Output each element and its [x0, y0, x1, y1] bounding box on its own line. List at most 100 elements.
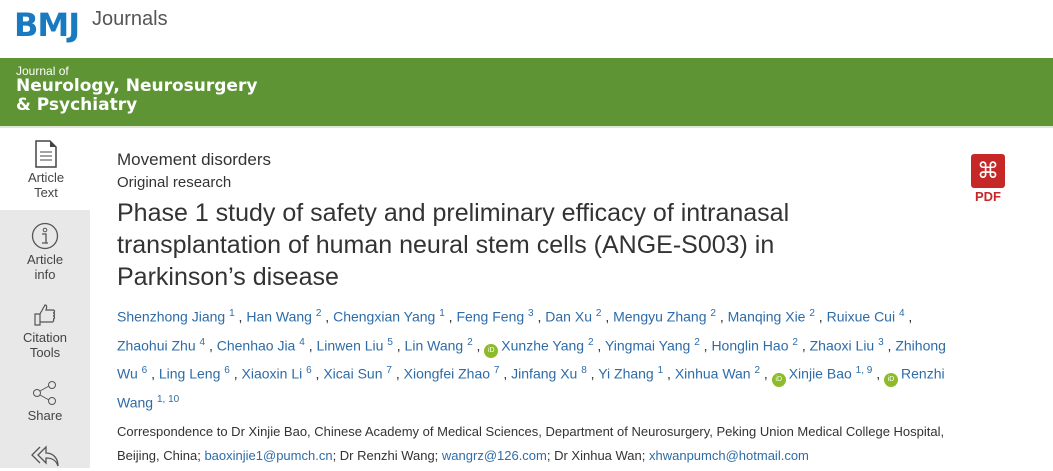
author-link[interactable]: Zhaoxi Liu [809, 337, 875, 354]
sidebar-item-citation-tools[interactable]: Citation Tools [0, 302, 90, 360]
separator: , [229, 365, 242, 382]
sidebar-label: Article [26, 252, 64, 267]
orcid-icon[interactable]: iD [484, 344, 499, 359]
correspondence-text: ; Dr Renzhi Wang; [332, 447, 442, 463]
sidebar-item-article-text[interactable]: Article Text [0, 130, 92, 210]
author-link[interactable]: Feng Feng [456, 308, 525, 325]
author-link[interactable]: Zhaohui Zhu [117, 337, 196, 354]
affiliation-ref[interactable]: 4 [299, 336, 305, 348]
separator: , [321, 308, 334, 325]
email-link[interactable]: xhwanpumch@hotmail.com [649, 447, 809, 463]
separator: , [699, 337, 712, 354]
separator: , [797, 337, 810, 354]
separator: , [593, 337, 605, 354]
sidebar-item-respond[interactable] [0, 445, 90, 471]
affiliation-ref[interactable]: 1 [657, 365, 664, 377]
author-link[interactable]: Linwen Liu [316, 337, 384, 354]
article-header: Movement disorders Original research Pha… [117, 150, 947, 468]
affiliation-ref[interactable]: 1, 10 [156, 393, 180, 405]
affiliation-ref[interactable]: 7 [386, 365, 392, 377]
author-link[interactable]: Xunzhe Yang [501, 337, 585, 354]
affiliation-ref[interactable]: 1 [439, 308, 445, 319]
reply-all-icon [31, 445, 59, 467]
bmj-logo[interactable]: BMJ [14, 6, 80, 44]
separator: , [533, 308, 546, 325]
affiliation-ref[interactable]: 2 [587, 336, 594, 348]
email-link[interactable]: baoxinjie1@pumch.cn [204, 447, 333, 463]
separator: , [814, 308, 827, 325]
document-icon [35, 140, 57, 168]
separator: , [904, 308, 913, 325]
journal-name-line2: & Psychiatry [16, 95, 138, 115]
author-link[interactable]: Yingmai Yang [604, 337, 691, 354]
journals-link[interactable]: Journals [92, 8, 168, 30]
orcid-icon[interactable]: iD [771, 372, 786, 387]
affiliation-ref[interactable]: 2 [792, 336, 798, 348]
affiliation-ref[interactable]: 2 [467, 336, 473, 348]
sidebar-label: Citation [22, 330, 68, 345]
author-link[interactable]: Dan Xu [545, 308, 592, 325]
affiliation-ref[interactable]: 2 [595, 308, 602, 319]
author-link[interactable]: Chengxian Yang [333, 308, 436, 325]
affiliation-ref[interactable]: 2 [754, 365, 761, 377]
sidebar-label: Share [27, 408, 63, 423]
author-link[interactable]: Honglin Hao [711, 337, 789, 354]
affiliation-ref[interactable]: 4 [898, 308, 905, 319]
affiliation-ref[interactable]: 3 [528, 308, 534, 319]
sidebar-item-article-info[interactable]: Article info [0, 222, 90, 282]
affiliation-ref[interactable]: 1 [229, 308, 235, 319]
author-link[interactable]: Chenhao Jia [216, 337, 296, 354]
affiliation-ref[interactable]: 6 [141, 365, 148, 377]
author-link[interactable]: Xinhua Wan [674, 365, 751, 382]
journal-name: Neurology, Neurosurgery & Psychiatry [16, 77, 257, 115]
affiliation-ref[interactable]: 2 [694, 336, 700, 348]
author-link[interactable]: Manqing Xie [727, 308, 806, 325]
author-link[interactable]: Han Wang [246, 308, 312, 325]
journal-prefix: Journal of [16, 64, 69, 78]
author-link[interactable]: Zhihong Wu [117, 337, 946, 382]
author-link[interactable]: Xiaoxin Li [241, 365, 303, 382]
affiliation-ref[interactable]: 1, 9 [855, 365, 873, 377]
affiliation-ref[interactable]: 8 [581, 365, 587, 377]
correspondence-text: Correspondence to Dr Xinjie Bao, Chinese… [117, 423, 945, 463]
author-link[interactable]: Shenzhong Jiang [117, 308, 226, 325]
orcid-icon[interactable]: iD [884, 372, 899, 387]
pdf-download-button[interactable]: ⌘ PDF [970, 154, 1006, 204]
separator: , [872, 365, 885, 382]
affiliation-ref[interactable]: 6 [306, 365, 312, 377]
sidebar-label: Tools [29, 345, 61, 360]
article-type: Original research [117, 174, 232, 191]
author-link[interactable]: Xicai Sun [323, 365, 383, 382]
affiliation-ref[interactable]: 5 [387, 336, 393, 348]
author-link[interactable]: Lin Wang [404, 337, 464, 354]
affiliation-ref[interactable]: 2 [315, 308, 322, 319]
affiliation-ref[interactable]: 2 [809, 308, 815, 319]
correspondence-text: ; Dr Xinhua Wan; [546, 447, 649, 463]
author-link[interactable]: Yi Zhang [598, 365, 654, 382]
email-link[interactable]: wangrz@126.com [441, 447, 547, 463]
separator: , [601, 308, 614, 325]
author-link[interactable]: Xinjie Bao [788, 365, 852, 382]
separator: , [304, 337, 317, 354]
article-section[interactable]: Movement disorders [117, 150, 272, 169]
affiliation-ref[interactable]: 6 [224, 365, 230, 377]
affiliation-ref[interactable]: 2 [710, 308, 716, 319]
author-link[interactable]: Ruixue Cui [826, 308, 896, 325]
affiliation-ref[interactable]: 3 [878, 336, 884, 348]
sidebar-item-share[interactable]: Share [0, 380, 90, 423]
separator: , [444, 308, 457, 325]
share-icon [33, 381, 56, 405]
affiliation-ref[interactable]: 4 [199, 336, 206, 348]
author-link[interactable]: Mengyu Zhang [613, 308, 707, 325]
author-link[interactable]: Renzhi Wang [117, 365, 945, 411]
separator: , [392, 337, 405, 354]
author-link[interactable]: Jinfang Xu [511, 365, 578, 382]
author-link[interactable]: Ling Leng [158, 365, 221, 382]
affiliation-ref[interactable]: 7 [493, 365, 500, 377]
journal-banner[interactable]: Journal of Neurology, Neurosurgery & Psy… [0, 58, 1053, 128]
correspondence: Correspondence to Dr Xinjie Bao, Chinese… [117, 420, 947, 468]
pdf-icon: ⌘ [971, 154, 1005, 188]
separator: , [391, 365, 404, 382]
author-link[interactable]: Xiongfei Zhao [403, 365, 491, 382]
site-header: BMJ Journals [0, 0, 1053, 58]
